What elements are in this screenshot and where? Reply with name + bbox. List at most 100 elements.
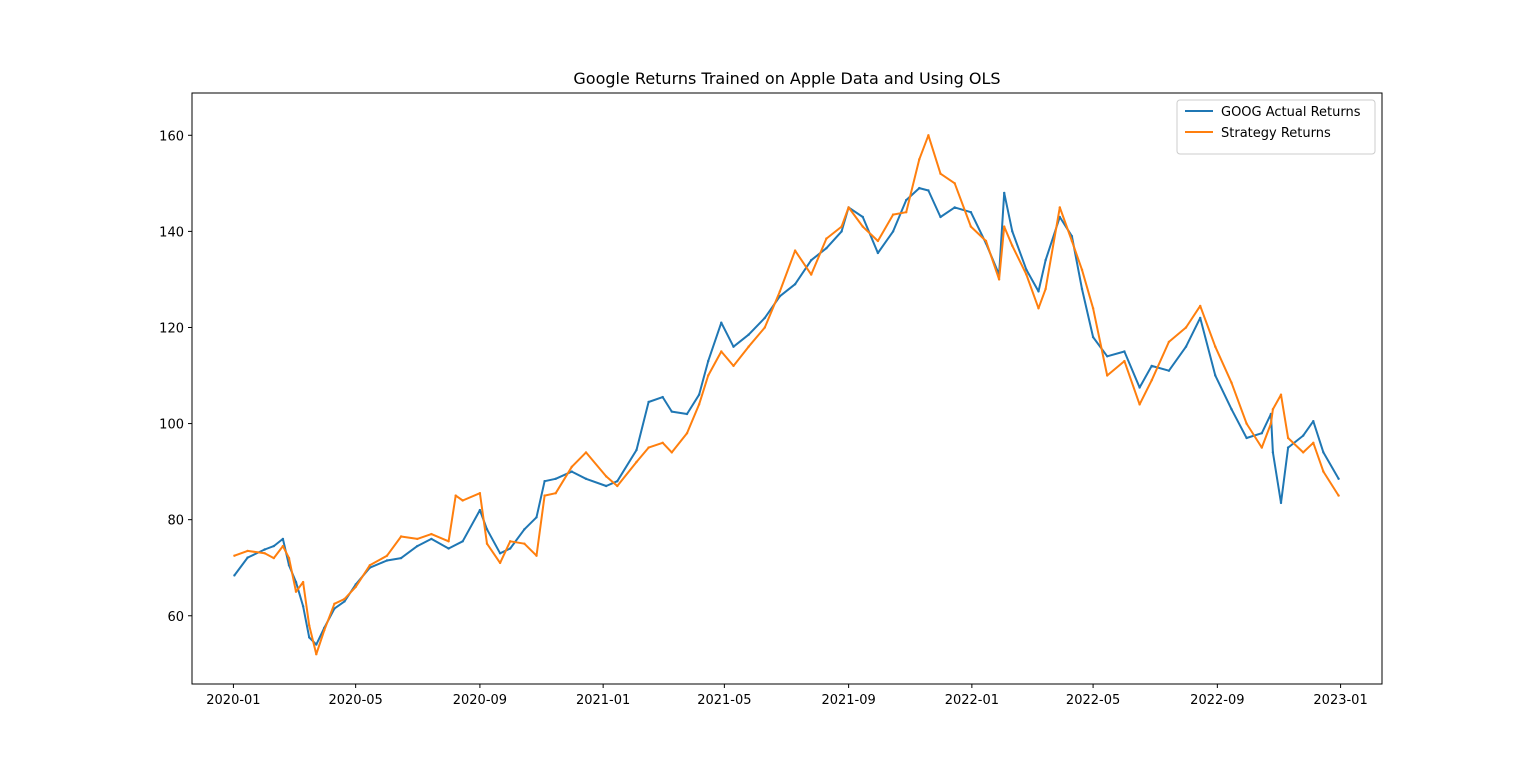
data-point <box>543 494 546 497</box>
plot-frame <box>191 92 1383 685</box>
data-point <box>905 211 908 214</box>
data-point <box>272 544 275 548</box>
data-point <box>793 283 797 286</box>
data-point <box>1337 494 1340 497</box>
x-tick-label: 2022-01 <box>945 693 999 708</box>
data-point <box>605 475 608 478</box>
data-point <box>1025 268 1028 271</box>
data-point <box>1003 191 1006 195</box>
data-point <box>1003 225 1006 228</box>
data-point <box>1184 326 1188 329</box>
y-axis: 60 80 100 120 140 160 <box>159 129 192 625</box>
data-point <box>1312 420 1315 423</box>
data-point <box>1302 434 1305 437</box>
data-point <box>416 544 419 548</box>
data-point <box>720 321 723 324</box>
data-point <box>1106 374 1109 377</box>
data-point <box>246 556 249 559</box>
data-point <box>840 230 843 233</box>
data-point <box>1138 403 1141 406</box>
legend-box <box>1176 99 1376 155</box>
data-point <box>969 225 973 228</box>
data-point <box>747 345 750 348</box>
data-point <box>1044 259 1047 262</box>
data-point <box>294 590 298 593</box>
data-point <box>1279 501 1283 505</box>
series-goog-actual-returns <box>233 186 1340 646</box>
data-point <box>478 492 482 495</box>
data-point <box>763 316 766 320</box>
data-point <box>1044 287 1047 291</box>
data-point <box>1286 436 1290 440</box>
data-point <box>301 580 305 584</box>
data-point <box>1091 335 1095 339</box>
data-point <box>1025 273 1028 276</box>
data-point <box>984 239 988 243</box>
data-point <box>747 333 750 336</box>
data-point <box>1167 340 1171 344</box>
data-point <box>308 624 311 627</box>
data-point <box>1150 364 1153 368</box>
data-point <box>281 544 285 548</box>
data-point <box>343 597 346 601</box>
data-point <box>647 400 650 404</box>
data-point <box>454 494 457 497</box>
data-point <box>1337 477 1340 480</box>
data-point <box>876 251 880 255</box>
data-point <box>1199 304 1202 308</box>
data-point <box>969 211 973 214</box>
data-point <box>1138 386 1141 389</box>
data-point <box>1011 230 1014 233</box>
x-axis: 2020-01 2020-05 2020-09 2021-01 2021-05 2021-… <box>206 684 1368 708</box>
data-point <box>1106 355 1109 358</box>
data-point <box>301 605 305 608</box>
data-point <box>333 602 336 605</box>
data-point <box>315 643 318 646</box>
data-point <box>876 239 880 243</box>
data-point <box>535 554 538 557</box>
data-point <box>1312 441 1315 444</box>
series-line-strategy-returns <box>234 134 1340 656</box>
data-point <box>927 134 930 137</box>
data-point <box>509 547 512 550</box>
data-point <box>1302 451 1305 454</box>
data-point <box>461 540 464 543</box>
data-point <box>1123 359 1126 363</box>
data-point <box>1070 239 1074 243</box>
data-point <box>368 564 371 567</box>
data-point <box>1245 422 1248 425</box>
data-point <box>605 484 608 488</box>
data-point <box>685 432 689 435</box>
data-point <box>891 213 895 216</box>
data-point <box>953 182 956 185</box>
data-point <box>661 395 664 399</box>
data-point <box>461 499 464 502</box>
data-point <box>1080 287 1084 291</box>
data-point <box>647 446 650 449</box>
chart-title: Google Returns Trained on Apple Data and… <box>573 69 1000 88</box>
data-point <box>1269 422 1273 425</box>
data-point <box>1260 446 1264 449</box>
data-point <box>509 540 512 543</box>
data-point <box>1037 290 1040 293</box>
data-point <box>308 636 311 639</box>
series-strategy-returns <box>233 134 1340 656</box>
data-point <box>246 549 249 553</box>
data-point <box>616 484 619 488</box>
data-point <box>1150 379 1153 382</box>
data-point <box>281 537 285 541</box>
data-point <box>810 273 813 276</box>
x-tick-label: 2023-01 <box>1313 693 1367 708</box>
data-point <box>953 206 956 209</box>
data-point <box>354 585 357 589</box>
data-point <box>707 359 710 363</box>
data-point <box>323 629 326 632</box>
data-point <box>1199 316 1202 320</box>
data-point <box>939 172 942 175</box>
data-point <box>1037 307 1040 310</box>
y-tick-label: 100 <box>159 418 184 433</box>
data-point <box>918 186 921 190</box>
data-point <box>498 552 502 555</box>
y-tick-label: 80 <box>167 514 184 529</box>
